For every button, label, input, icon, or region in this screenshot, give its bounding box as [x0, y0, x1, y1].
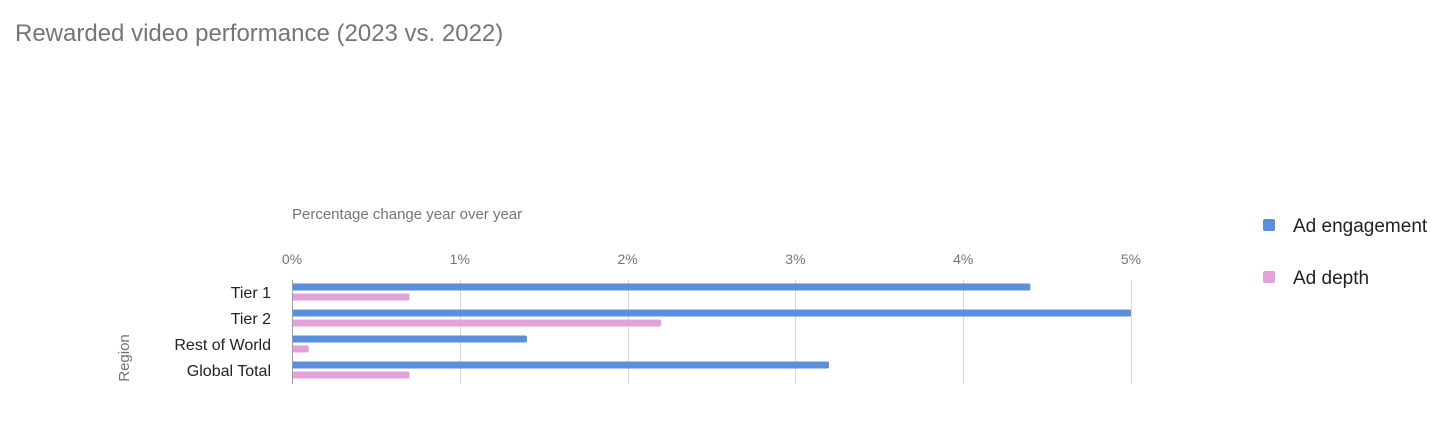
x-tick-label: 1% — [450, 251, 470, 267]
bar-ad-engagement — [292, 283, 1031, 291]
category-label: Global Total — [187, 363, 271, 380]
bar-ad-depth — [292, 319, 662, 327]
bar-ad-depth — [292, 345, 309, 353]
bar-ad-depth — [292, 371, 410, 379]
bar-ad-depth — [292, 293, 410, 301]
x-tick-label: 2% — [617, 251, 637, 267]
x-tick-labels: 0% 1% 2% 3% 4% 5% — [282, 251, 1141, 267]
category-label: Rest of World — [174, 337, 271, 354]
category-label: Tier 1 — [231, 285, 271, 302]
bar-ad-engagement — [292, 335, 527, 343]
x-tick-label: 4% — [953, 251, 973, 267]
legend-label: Ad depth — [1293, 268, 1369, 289]
bar-ad-engagement — [292, 361, 829, 369]
legend: Ad engagement Ad depth — [1263, 216, 1428, 289]
x-tick-label: 5% — [1121, 251, 1141, 267]
y-axis-title: Region — [116, 334, 133, 382]
x-axis-title: Percentage change year over year — [292, 206, 522, 223]
bar-ad-engagement — [292, 309, 1131, 317]
legend-swatch — [1263, 271, 1275, 283]
chart-title: Rewarded video performance (2023 vs. 202… — [15, 20, 503, 47]
category-label: Tier 2 — [231, 311, 271, 328]
x-tick-label: 0% — [282, 251, 302, 267]
legend-swatch — [1263, 219, 1275, 231]
category-labels: Tier 1 Tier 2 Rest of World Global Total — [174, 285, 271, 380]
bars — [292, 283, 1131, 379]
x-tick-label: 3% — [785, 251, 805, 267]
legend-label: Ad engagement — [1293, 216, 1428, 237]
